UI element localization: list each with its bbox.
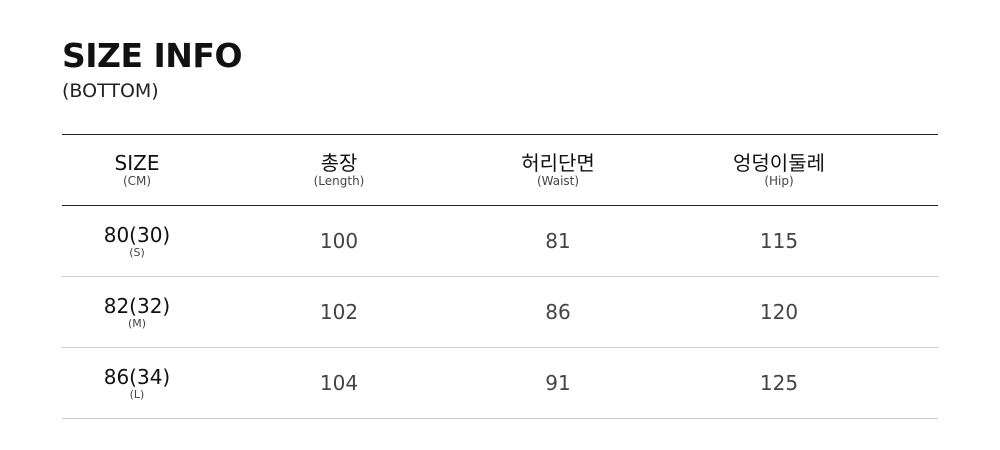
size-value: 82(32) (103, 293, 171, 318)
header-label: 총장 (320, 151, 358, 175)
header-hip: 엉덩이둘레 (Hip) (669, 135, 889, 205)
table-row: 80(30) (S) 100 81 115 (62, 206, 938, 277)
hip-cell: 120 (759, 300, 799, 324)
header-sub: (Waist) (536, 174, 580, 188)
size-value: 86(34) (103, 364, 171, 389)
size-sub: (L) (129, 387, 145, 401)
size-sub: (M) (127, 316, 147, 330)
waist-cell: 81 (545, 229, 571, 253)
page-title: SIZE INFO (62, 36, 243, 75)
header-sub: (CM) (122, 174, 152, 188)
length-cell: 102 (319, 300, 359, 324)
header-sub: (Hip) (764, 174, 794, 188)
size-value: 80(30) (103, 222, 171, 247)
header-label: SIZE (114, 151, 160, 175)
waist-cell: 86 (545, 300, 571, 324)
header-length: 총장 (Length) (229, 135, 449, 205)
header-size: SIZE (CM) (27, 135, 247, 205)
size-sub: (S) (129, 245, 145, 259)
table-row: 86(34) (L) 104 91 125 (62, 348, 938, 419)
header-waist: 허리단면 (Waist) (448, 135, 668, 205)
page-subtitle: (BOTTOM) (62, 80, 159, 102)
header-sub: (Length) (313, 174, 365, 188)
size-cell: 82(32) (M) (27, 277, 247, 347)
length-cell: 104 (319, 371, 359, 395)
table-row: 82(32) (M) 102 86 120 (62, 277, 938, 348)
hip-cell: 115 (759, 229, 799, 253)
size-cell: 86(34) (L) (27, 348, 247, 418)
header-label: 허리단면 (521, 151, 595, 175)
length-cell: 100 (319, 229, 359, 253)
size-table: SIZE (CM) 총장 (Length) 허리단면 (Waist) 엉덩이둘레 (Hi… (62, 134, 938, 419)
table-header-row: SIZE (CM) 총장 (Length) 허리단면 (Waist) 엉덩이둘레 (Hi… (62, 135, 938, 206)
size-cell: 80(30) (S) (27, 206, 247, 276)
header-label: 엉덩이둘레 (733, 151, 825, 175)
hip-cell: 125 (759, 371, 799, 395)
waist-cell: 91 (545, 371, 571, 395)
